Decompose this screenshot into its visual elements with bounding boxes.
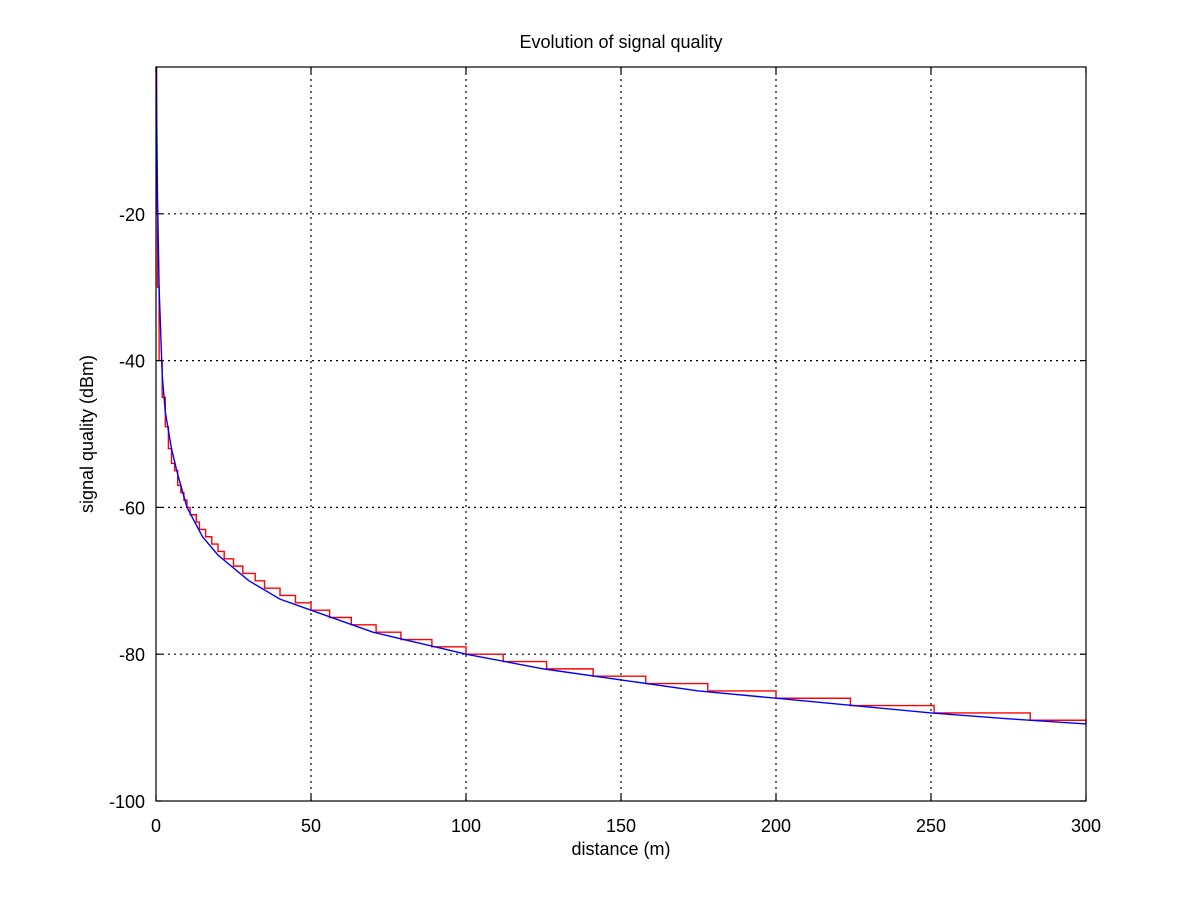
chart-title: Evolution of signal quality [519,32,722,52]
axis-ticks: 0 50 100 150 200 250 300 -100 -80 -60 -40 -20 [109,67,1101,836]
x-tick-label: 150 [606,816,636,836]
plot-series [155,66,1087,725]
y-tick-label: -60 [119,498,145,518]
series-model-line [155,66,1087,725]
x-axis-label: distance (m) [571,839,670,859]
x-tick-label: 200 [761,816,791,836]
y-tick-label: -80 [119,645,145,665]
y-tick-label: -20 [119,205,145,225]
y-axis-label: signal quality (dBm) [77,355,97,513]
x-tick-label: 100 [451,816,481,836]
y-tick-label: -40 [119,352,145,372]
x-tick-label: 0 [151,816,161,836]
x-tick-label: 250 [916,816,946,836]
grid [156,67,1086,801]
x-tick-label: 50 [301,816,321,836]
y-tick-label: -100 [109,792,145,812]
x-tick-label: 300 [1071,816,1101,836]
